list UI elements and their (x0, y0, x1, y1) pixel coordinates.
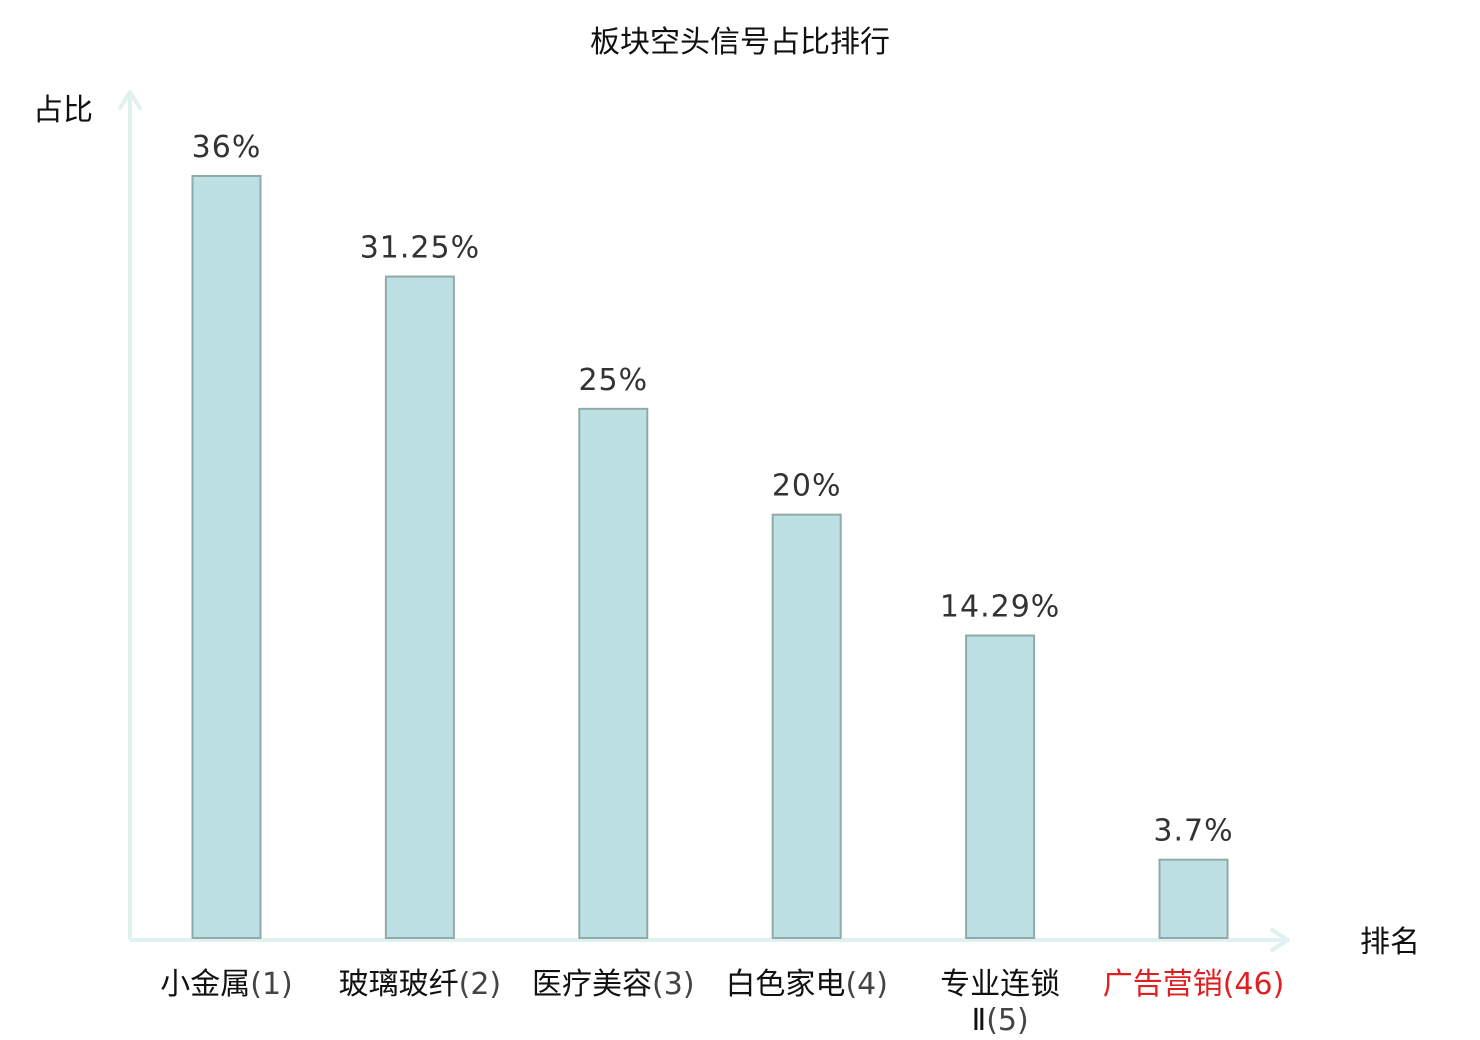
category-rank: (2) (459, 967, 502, 1002)
category-rank: (46) (1223, 967, 1285, 1002)
value-labels: 36% 31.25% 25% 20% 14.29% 3.7% (192, 130, 1233, 849)
y-axis-title: 占比 (33, 93, 93, 128)
bar (965, 634, 1036, 939)
y-axis: 占比 (33, 90, 142, 940)
bar (578, 407, 649, 940)
category-name: 小金属 (160, 967, 250, 1002)
category-name: 白色家电 (725, 967, 845, 1002)
category-labels: 小金属(1) 玻璃玻纤(2) 医疗美容(3) 白色家电(4) 专业连锁 Ⅱ(5)广告营销(… (160, 967, 1284, 1038)
category-name: 玻璃玻纤 (339, 967, 459, 1002)
value-label: 20% (772, 469, 842, 504)
category-name: 专业连锁 (940, 967, 1060, 1002)
bar (1158, 858, 1229, 940)
category-label: 白色家电(4) (725, 967, 888, 1002)
category-rank: (3) (652, 967, 695, 1002)
x-axis: 排名 (130, 925, 1420, 960)
value-label: 36% (192, 130, 262, 165)
bar (384, 275, 455, 939)
category-rank: (1) (250, 967, 293, 1002)
value-label: 14.29% (940, 590, 1060, 625)
chart-title: 板块空头信号占比排行 (590, 25, 890, 60)
x-axis-title: 排名 (1360, 925, 1420, 960)
bar (191, 175, 262, 939)
value-label: 3.7% (1153, 814, 1233, 849)
value-label: 31.25% (360, 231, 480, 266)
value-label: 25% (578, 363, 648, 398)
category-label: 广告营销(46) (1103, 967, 1285, 1002)
x-axis-arrow-icon (1270, 928, 1290, 952)
bar-series (191, 175, 1229, 940)
category-label: 小金属(1) (160, 967, 293, 1002)
bar (771, 513, 842, 940)
category-name: 广告营销 (1103, 967, 1223, 1002)
y-axis-arrow-icon (118, 90, 142, 110)
category-label: 玻璃玻纤(2) (339, 967, 502, 1002)
category-rank: (4) (845, 967, 888, 1002)
category-name-line2: Ⅱ (971, 1003, 986, 1038)
category-label: 医疗美容(3) (532, 967, 695, 1002)
category-rank: (5) (986, 1003, 1029, 1038)
category-name: 医疗美容 (532, 967, 652, 1002)
category-label: 专业连锁 Ⅱ(5) (940, 967, 1060, 1038)
